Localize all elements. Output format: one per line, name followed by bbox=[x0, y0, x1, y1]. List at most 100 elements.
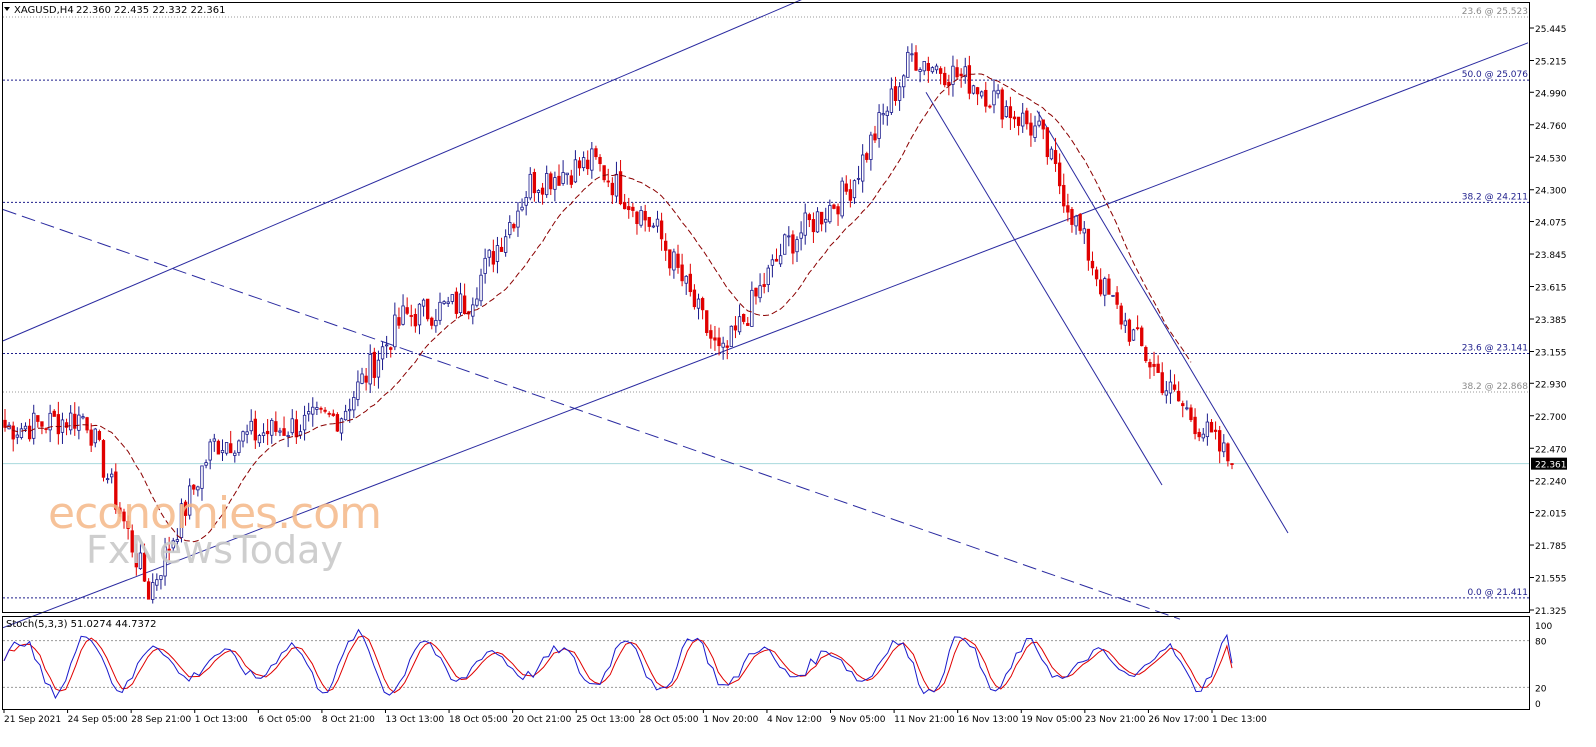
candle-body bbox=[23, 425, 28, 430]
candle-body bbox=[754, 287, 758, 297]
candle-body bbox=[458, 293, 463, 314]
candle-body bbox=[233, 452, 237, 456]
candle-body bbox=[397, 317, 401, 326]
candle-body bbox=[1209, 421, 1214, 433]
x-tick-label: 16 Nov 13:00 bbox=[958, 715, 1019, 725]
candle-body bbox=[881, 113, 885, 116]
candle-body bbox=[32, 412, 36, 439]
candle-body bbox=[606, 180, 610, 183]
candle-body bbox=[910, 53, 914, 56]
candle-body bbox=[1037, 120, 1041, 126]
candle-body bbox=[364, 375, 368, 383]
candle-body bbox=[1057, 162, 1062, 187]
collapse-triangle-icon[interactable] bbox=[4, 7, 10, 11]
candle-body bbox=[1107, 278, 1111, 295]
candle-body bbox=[155, 579, 159, 586]
candle-body bbox=[659, 220, 664, 240]
candle-body bbox=[1176, 390, 1181, 402]
candle-body bbox=[1172, 384, 1177, 390]
candle-body bbox=[15, 434, 19, 438]
rising-trend-line bbox=[2, 42, 1529, 629]
candle-body bbox=[319, 407, 323, 410]
candle-body bbox=[963, 66, 967, 78]
candle-body bbox=[852, 180, 857, 199]
candle-body bbox=[52, 410, 56, 417]
candle-body bbox=[73, 413, 77, 429]
candle-body bbox=[811, 219, 816, 233]
y-tick-label: 22.015 bbox=[1535, 510, 1567, 520]
candle-body bbox=[1185, 407, 1189, 410]
y-tick-label: 24.300 bbox=[1535, 187, 1567, 197]
candle-body bbox=[770, 259, 775, 266]
candle-body bbox=[208, 441, 212, 461]
candle-body bbox=[885, 110, 889, 116]
candle-body bbox=[651, 225, 656, 228]
candle-body bbox=[791, 234, 795, 254]
candle-body bbox=[725, 345, 729, 348]
candle-body bbox=[1008, 106, 1013, 119]
candle-body bbox=[631, 206, 635, 211]
candle-body bbox=[614, 173, 619, 197]
candle-body bbox=[302, 414, 307, 431]
upper-channel-line bbox=[2, 0, 802, 342]
candle-body bbox=[44, 428, 48, 430]
candle-body bbox=[97, 431, 102, 440]
candle-body bbox=[409, 315, 413, 317]
candle-body bbox=[220, 450, 225, 454]
candle-body bbox=[733, 325, 738, 331]
candle-body bbox=[1099, 279, 1103, 295]
candle-body bbox=[241, 431, 245, 442]
moving-average-line bbox=[4, 73, 1192, 543]
candle-body bbox=[524, 197, 528, 206]
candle-body bbox=[836, 206, 840, 215]
candle-body bbox=[376, 359, 381, 378]
candle-body bbox=[1213, 429, 1218, 432]
candle-body bbox=[1123, 320, 1127, 326]
candle-body bbox=[1148, 361, 1152, 368]
y-tick-label: 21.325 bbox=[1535, 607, 1567, 617]
x-tick-label: 24 Sep 05:00 bbox=[68, 715, 128, 725]
candle-body bbox=[824, 218, 828, 223]
candle-body bbox=[955, 67, 959, 78]
candle-body bbox=[807, 214, 811, 221]
candle-body bbox=[581, 157, 586, 169]
fibonacci-level-label: 23.6 @ 23.141 bbox=[1462, 343, 1528, 353]
candle-body bbox=[11, 425, 15, 440]
candle-body bbox=[1090, 260, 1095, 269]
candle-body bbox=[865, 153, 869, 160]
symbol-label: XAGUSD,H4 bbox=[14, 5, 74, 16]
x-tick-label: 21 Sep 2021 bbox=[4, 715, 61, 725]
candle-body bbox=[491, 251, 496, 265]
candle-body bbox=[77, 414, 81, 431]
candle-body bbox=[951, 65, 955, 85]
stoch-y-tick-label: 80 bbox=[1535, 638, 1547, 648]
candle-body bbox=[278, 430, 282, 433]
candle-body bbox=[237, 440, 241, 453]
candle-body bbox=[1197, 431, 1201, 438]
candle-body bbox=[1160, 372, 1164, 394]
candle-body bbox=[618, 171, 623, 205]
candle-body bbox=[1230, 463, 1234, 465]
candle-body bbox=[421, 299, 426, 307]
candle-body bbox=[27, 425, 32, 440]
candle-body bbox=[897, 86, 902, 101]
candle-body bbox=[48, 412, 52, 431]
candle-body bbox=[516, 210, 520, 228]
candle-body bbox=[1012, 116, 1017, 120]
candle-body bbox=[893, 86, 898, 101]
candle-body bbox=[713, 337, 717, 341]
candle-body bbox=[245, 431, 249, 435]
candle-body bbox=[1131, 329, 1136, 341]
candle-body bbox=[1119, 305, 1123, 325]
candle-body bbox=[196, 486, 200, 491]
stoch-y-tick-label: 100 bbox=[1535, 622, 1552, 632]
candle-body bbox=[434, 320, 438, 327]
y-tick-label: 22.930 bbox=[1535, 380, 1567, 390]
candle-body bbox=[200, 465, 204, 489]
falling-channel-upper-line bbox=[1036, 110, 1289, 534]
candle-body bbox=[1025, 110, 1029, 125]
candle-body bbox=[1041, 119, 1045, 130]
candle-body bbox=[1111, 294, 1115, 297]
candle-body bbox=[602, 165, 606, 181]
candle-body bbox=[1053, 150, 1058, 165]
